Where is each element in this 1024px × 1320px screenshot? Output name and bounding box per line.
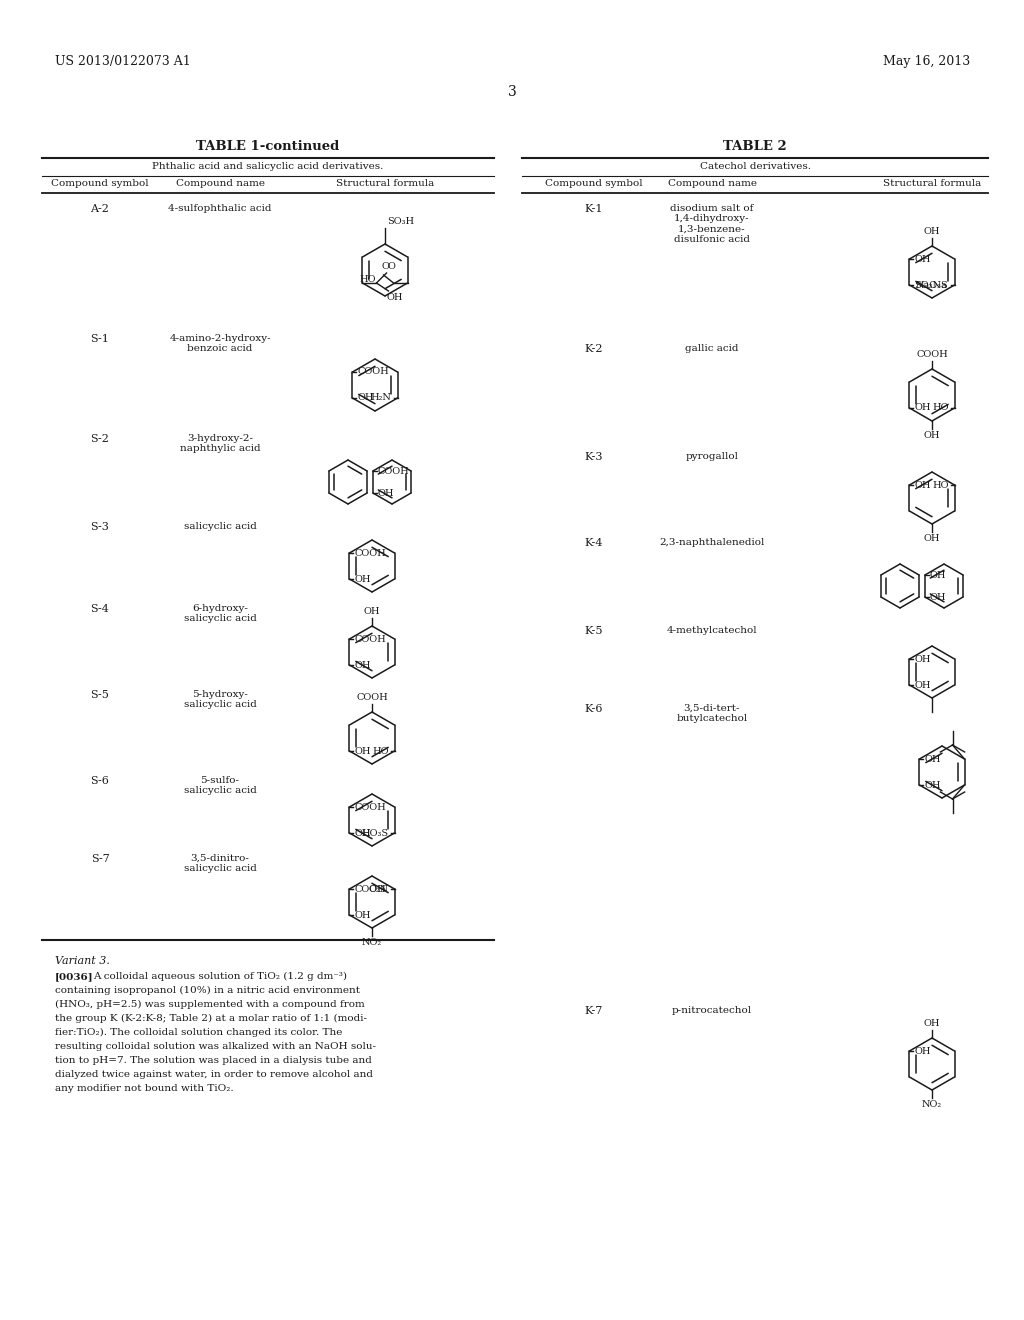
Text: May 16, 2013: May 16, 2013 (883, 55, 970, 69)
Text: COOH: COOH (357, 367, 389, 376)
Text: S-4: S-4 (90, 605, 110, 614)
Text: Variant 3.: Variant 3. (55, 956, 110, 966)
Text: SO₃H: SO₃H (387, 216, 414, 226)
Text: OH: OH (924, 1019, 940, 1028)
Text: COOH: COOH (354, 884, 386, 894)
Text: OH: OH (354, 911, 371, 920)
Text: OH: OH (378, 488, 394, 498)
Text: K-1: K-1 (585, 205, 603, 214)
Text: OH: OH (386, 293, 403, 302)
Text: Phthalic acid and salicyclic acid derivatives.: Phthalic acid and salicyclic acid deriva… (153, 162, 384, 172)
Text: Compound symbol: Compound symbol (51, 180, 148, 187)
Text: TABLE 2: TABLE 2 (723, 140, 786, 153)
Text: [0036]: [0036] (55, 972, 93, 981)
Text: HO₃S: HO₃S (361, 829, 388, 837)
Text: COOH: COOH (354, 549, 386, 557)
Text: 3-hydroxy-2-
naphthylic acid: 3-hydroxy-2- naphthylic acid (179, 434, 260, 453)
Text: fier:TiO₂). The colloidal solution changed its color. The: fier:TiO₂). The colloidal solution chang… (55, 1028, 342, 1038)
Text: NaO₃S: NaO₃S (915, 281, 948, 289)
Text: S-2: S-2 (90, 434, 110, 444)
Text: Structural formula: Structural formula (883, 180, 981, 187)
Text: OH: OH (914, 480, 931, 490)
Text: Compound name: Compound name (668, 180, 757, 187)
Text: OH: OH (914, 404, 931, 412)
Text: S-1: S-1 (90, 334, 110, 345)
Text: 4-methylcatechol: 4-methylcatechol (667, 626, 758, 635)
Text: COOH: COOH (354, 803, 386, 812)
Text: COOH: COOH (354, 635, 386, 644)
Text: 3,5-di-tert-
butylcatechol: 3,5-di-tert- butylcatechol (677, 704, 748, 723)
Text: 2,3-naphthalenediol: 2,3-naphthalenediol (659, 539, 765, 546)
Text: OH: OH (354, 574, 371, 583)
Text: OH: OH (924, 432, 940, 440)
Text: K-2: K-2 (585, 345, 603, 354)
Text: OH: OH (914, 1047, 931, 1056)
Text: A-2: A-2 (90, 205, 110, 214)
Text: K-4: K-4 (585, 539, 603, 548)
Text: O₂N: O₂N (369, 884, 388, 894)
Text: OH: OH (925, 780, 941, 789)
Text: (HNO₃, pH=2.5) was supplemented with a compound from: (HNO₃, pH=2.5) was supplemented with a c… (55, 1001, 365, 1008)
Text: OH: OH (924, 227, 940, 236)
Text: 4-amino-2-hydroxy-
benzoic acid: 4-amino-2-hydroxy- benzoic acid (169, 334, 270, 354)
Text: any modifier not bound with TiO₂.: any modifier not bound with TiO₂. (55, 1084, 233, 1093)
Text: OH: OH (357, 393, 374, 403)
Text: Structural formula: Structural formula (336, 180, 434, 187)
Text: HO: HO (359, 276, 376, 285)
Text: K-6: K-6 (585, 704, 603, 714)
Text: disodium salt of
1,4-dihydroxy-
1,3-benzene-
disulfonic acid: disodium salt of 1,4-dihydroxy- 1,3-benz… (671, 205, 754, 244)
Text: gallic acid: gallic acid (685, 345, 738, 352)
Text: pyrogallol: pyrogallol (685, 451, 738, 461)
Text: Compound name: Compound name (175, 180, 264, 187)
Text: SO₃Na: SO₃Na (914, 281, 947, 289)
Text: 5-hydroxy-
salicyclic acid: 5-hydroxy- salicyclic acid (183, 690, 256, 709)
Text: US 2013/0122073 A1: US 2013/0122073 A1 (55, 55, 190, 69)
Text: OH: OH (924, 535, 940, 543)
Text: 6-hydroxy-
salicyclic acid: 6-hydroxy- salicyclic acid (183, 605, 256, 623)
Text: 5-sulfo-
salicyclic acid: 5-sulfo- salicyclic acid (183, 776, 256, 796)
Text: O: O (382, 261, 389, 271)
Text: OH: OH (930, 593, 946, 602)
Text: A colloidal aqueous solution of TiO₂ (1.2 g dm⁻³): A colloidal aqueous solution of TiO₂ (1.… (93, 972, 347, 981)
Text: OH: OH (354, 829, 371, 837)
Text: OH: OH (354, 747, 371, 755)
Text: K-7: K-7 (585, 1006, 603, 1016)
Text: S-3: S-3 (90, 521, 110, 532)
Text: tion to pH=7. The solution was placed in a dialysis tube and: tion to pH=7. The solution was placed in… (55, 1056, 372, 1065)
Text: p-nitrocatechol: p-nitrocatechol (672, 1006, 752, 1015)
Text: HO: HO (932, 480, 948, 490)
Text: OH: OH (914, 655, 931, 664)
Text: K-3: K-3 (585, 451, 603, 462)
Text: the group K (K-2:K-8; Table 2) at a molar ratio of 1:1 (modi-: the group K (K-2:K-8; Table 2) at a mola… (55, 1014, 367, 1023)
Text: 3,5-dinitro-
salicyclic acid: 3,5-dinitro- salicyclic acid (183, 854, 256, 874)
Text: OH: OH (914, 681, 931, 689)
Text: OH: OH (914, 255, 931, 264)
Text: OH: OH (930, 570, 946, 579)
Text: NO₂: NO₂ (922, 1100, 942, 1109)
Text: Compound symbol: Compound symbol (545, 180, 643, 187)
Text: COOH: COOH (916, 350, 948, 359)
Text: NO₂: NO₂ (361, 939, 382, 946)
Text: Catechol derivatives.: Catechol derivatives. (699, 162, 811, 172)
Text: S-7: S-7 (91, 854, 110, 865)
Text: TABLE 1-continued: TABLE 1-continued (197, 140, 340, 153)
Text: dialyzed twice against water, in order to remove alcohol and: dialyzed twice against water, in order t… (55, 1071, 373, 1078)
Text: salicyclic acid: salicyclic acid (183, 521, 256, 531)
Text: 3: 3 (508, 84, 516, 99)
Text: COOH: COOH (356, 693, 388, 702)
Text: COOH: COOH (378, 466, 410, 475)
Text: OH: OH (925, 755, 941, 763)
Text: HO: HO (932, 404, 948, 412)
Text: OH: OH (354, 660, 371, 669)
Text: containing isopropanol (10%) in a nitric acid environment: containing isopropanol (10%) in a nitric… (55, 986, 360, 995)
Text: resulting colloidal solution was alkalized with an NaOH solu-: resulting colloidal solution was alkaliz… (55, 1041, 376, 1051)
Text: H₂N: H₂N (371, 393, 391, 403)
Text: S-6: S-6 (90, 776, 110, 785)
Text: S-5: S-5 (90, 690, 110, 700)
Text: K-5: K-5 (585, 626, 603, 636)
Text: 4-sulfophthalic acid: 4-sulfophthalic acid (168, 205, 271, 213)
Text: O: O (387, 261, 395, 271)
Text: HO: HO (372, 747, 388, 755)
Text: OH: OH (364, 607, 380, 616)
